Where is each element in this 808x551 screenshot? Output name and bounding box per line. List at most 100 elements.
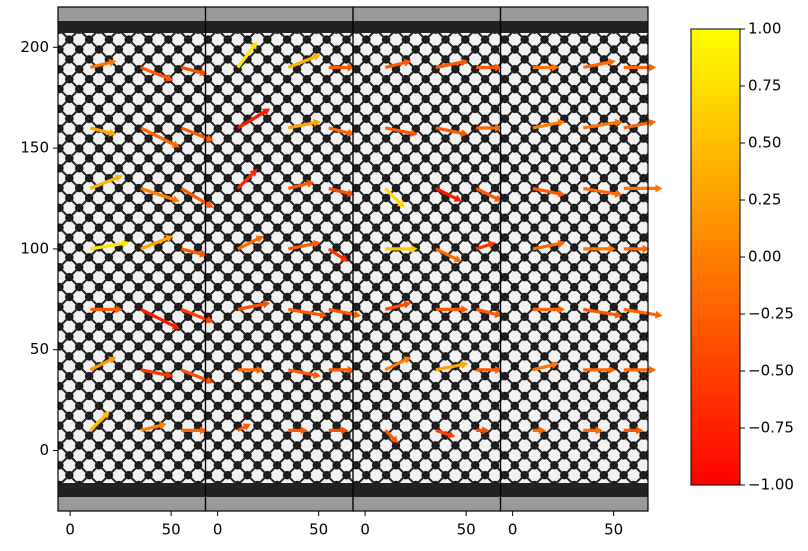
arrow [140, 368, 174, 379]
arrow [288, 307, 328, 319]
arrow [532, 119, 566, 130]
y-tick-label: 100 [20, 239, 49, 257]
arrow [435, 187, 462, 202]
frame-band [500, 483, 648, 497]
arrow [435, 305, 469, 314]
arrow [384, 300, 412, 311]
y-tick-label: 50 [30, 340, 49, 358]
arrow [476, 124, 503, 132]
y-tick-label: 150 [20, 139, 49, 157]
arrow [435, 58, 469, 69]
colorbar-tick-label: 0.25 [748, 191, 781, 209]
x-tick-label: 0 [65, 521, 75, 539]
arrow [180, 247, 208, 258]
arrow [532, 305, 566, 314]
arrow [583, 307, 623, 319]
colorbar-tick-label: 0.75 [748, 77, 781, 95]
arrow [89, 356, 117, 372]
arrow [435, 360, 469, 372]
x-tick-label: 50 [162, 521, 181, 539]
arrow [385, 244, 418, 253]
arrow [237, 365, 264, 374]
arrow [476, 63, 503, 72]
x-tick-label: 0 [360, 521, 370, 539]
arrow [435, 247, 462, 263]
colorbar-tick-label: −1.00 [748, 476, 794, 494]
arrow [532, 426, 546, 435]
arrow [435, 428, 456, 439]
arrow [288, 119, 321, 130]
arrow [384, 58, 412, 69]
arrow [140, 421, 167, 432]
arrow [583, 58, 616, 69]
arrow [236, 41, 258, 69]
arrow [583, 365, 616, 374]
arrow [623, 307, 663, 319]
arrow [384, 429, 399, 444]
colorbar-tick-label: 0.50 [748, 134, 781, 152]
arrow [180, 65, 208, 77]
frame-band [353, 497, 501, 511]
frame-band [205, 21, 353, 33]
x-tick-label: 50 [457, 521, 476, 539]
arrow [140, 186, 180, 203]
arrow [89, 174, 123, 190]
arrow [532, 186, 566, 198]
frame-band [500, 7, 648, 21]
frame-band [353, 483, 501, 497]
arrow [140, 234, 174, 251]
frame-band [58, 7, 206, 21]
arrow [140, 66, 174, 82]
arrow [532, 63, 559, 72]
arrow [327, 247, 349, 262]
arrow [288, 426, 308, 435]
x-tick-label: 50 [309, 521, 328, 539]
arrow [583, 244, 616, 253]
arrow [532, 361, 559, 372]
arrow [583, 186, 623, 198]
arrow [623, 184, 663, 193]
axes-frame [499, 6, 649, 512]
frame-band [58, 497, 206, 511]
colorbar-tick-label: 1.00 [748, 20, 781, 38]
arrow [140, 308, 180, 330]
arrow [583, 118, 623, 130]
arrow [583, 426, 603, 435]
arrow [475, 307, 503, 318]
x-tick-label: 50 [604, 521, 623, 539]
mesh-image [500, 7, 648, 511]
arrow [476, 426, 490, 435]
arrow [475, 187, 503, 202]
frame-band [500, 497, 648, 511]
arrow [435, 126, 469, 137]
x-tick-label: 0 [213, 521, 223, 539]
mesh-image [205, 7, 353, 511]
frame-band [500, 21, 648, 33]
colorbar-tick-label: −0.75 [748, 419, 794, 437]
frame-band [58, 21, 206, 33]
arrow [90, 239, 130, 251]
arrow [237, 108, 271, 130]
arrow [328, 126, 355, 137]
arrow [181, 426, 208, 435]
arrow [90, 305, 123, 314]
arrow [288, 239, 321, 251]
frame-band [353, 7, 501, 21]
arrow [237, 423, 251, 432]
arrow [623, 244, 650, 253]
arrow [287, 53, 321, 69]
frame-band [205, 7, 353, 21]
y-tick-label: 0 [39, 441, 49, 459]
colorbar-tick-label: −0.50 [748, 362, 794, 380]
arrow [384, 356, 412, 372]
colorbar-tick-label: −0.25 [748, 305, 794, 323]
arrow [140, 126, 180, 148]
arrow [385, 126, 418, 137]
y-tick-label: 200 [20, 38, 49, 56]
arrow [89, 58, 117, 69]
arrow [328, 63, 355, 72]
arrow [89, 411, 110, 432]
arrow [236, 169, 258, 190]
arrow [475, 240, 496, 251]
